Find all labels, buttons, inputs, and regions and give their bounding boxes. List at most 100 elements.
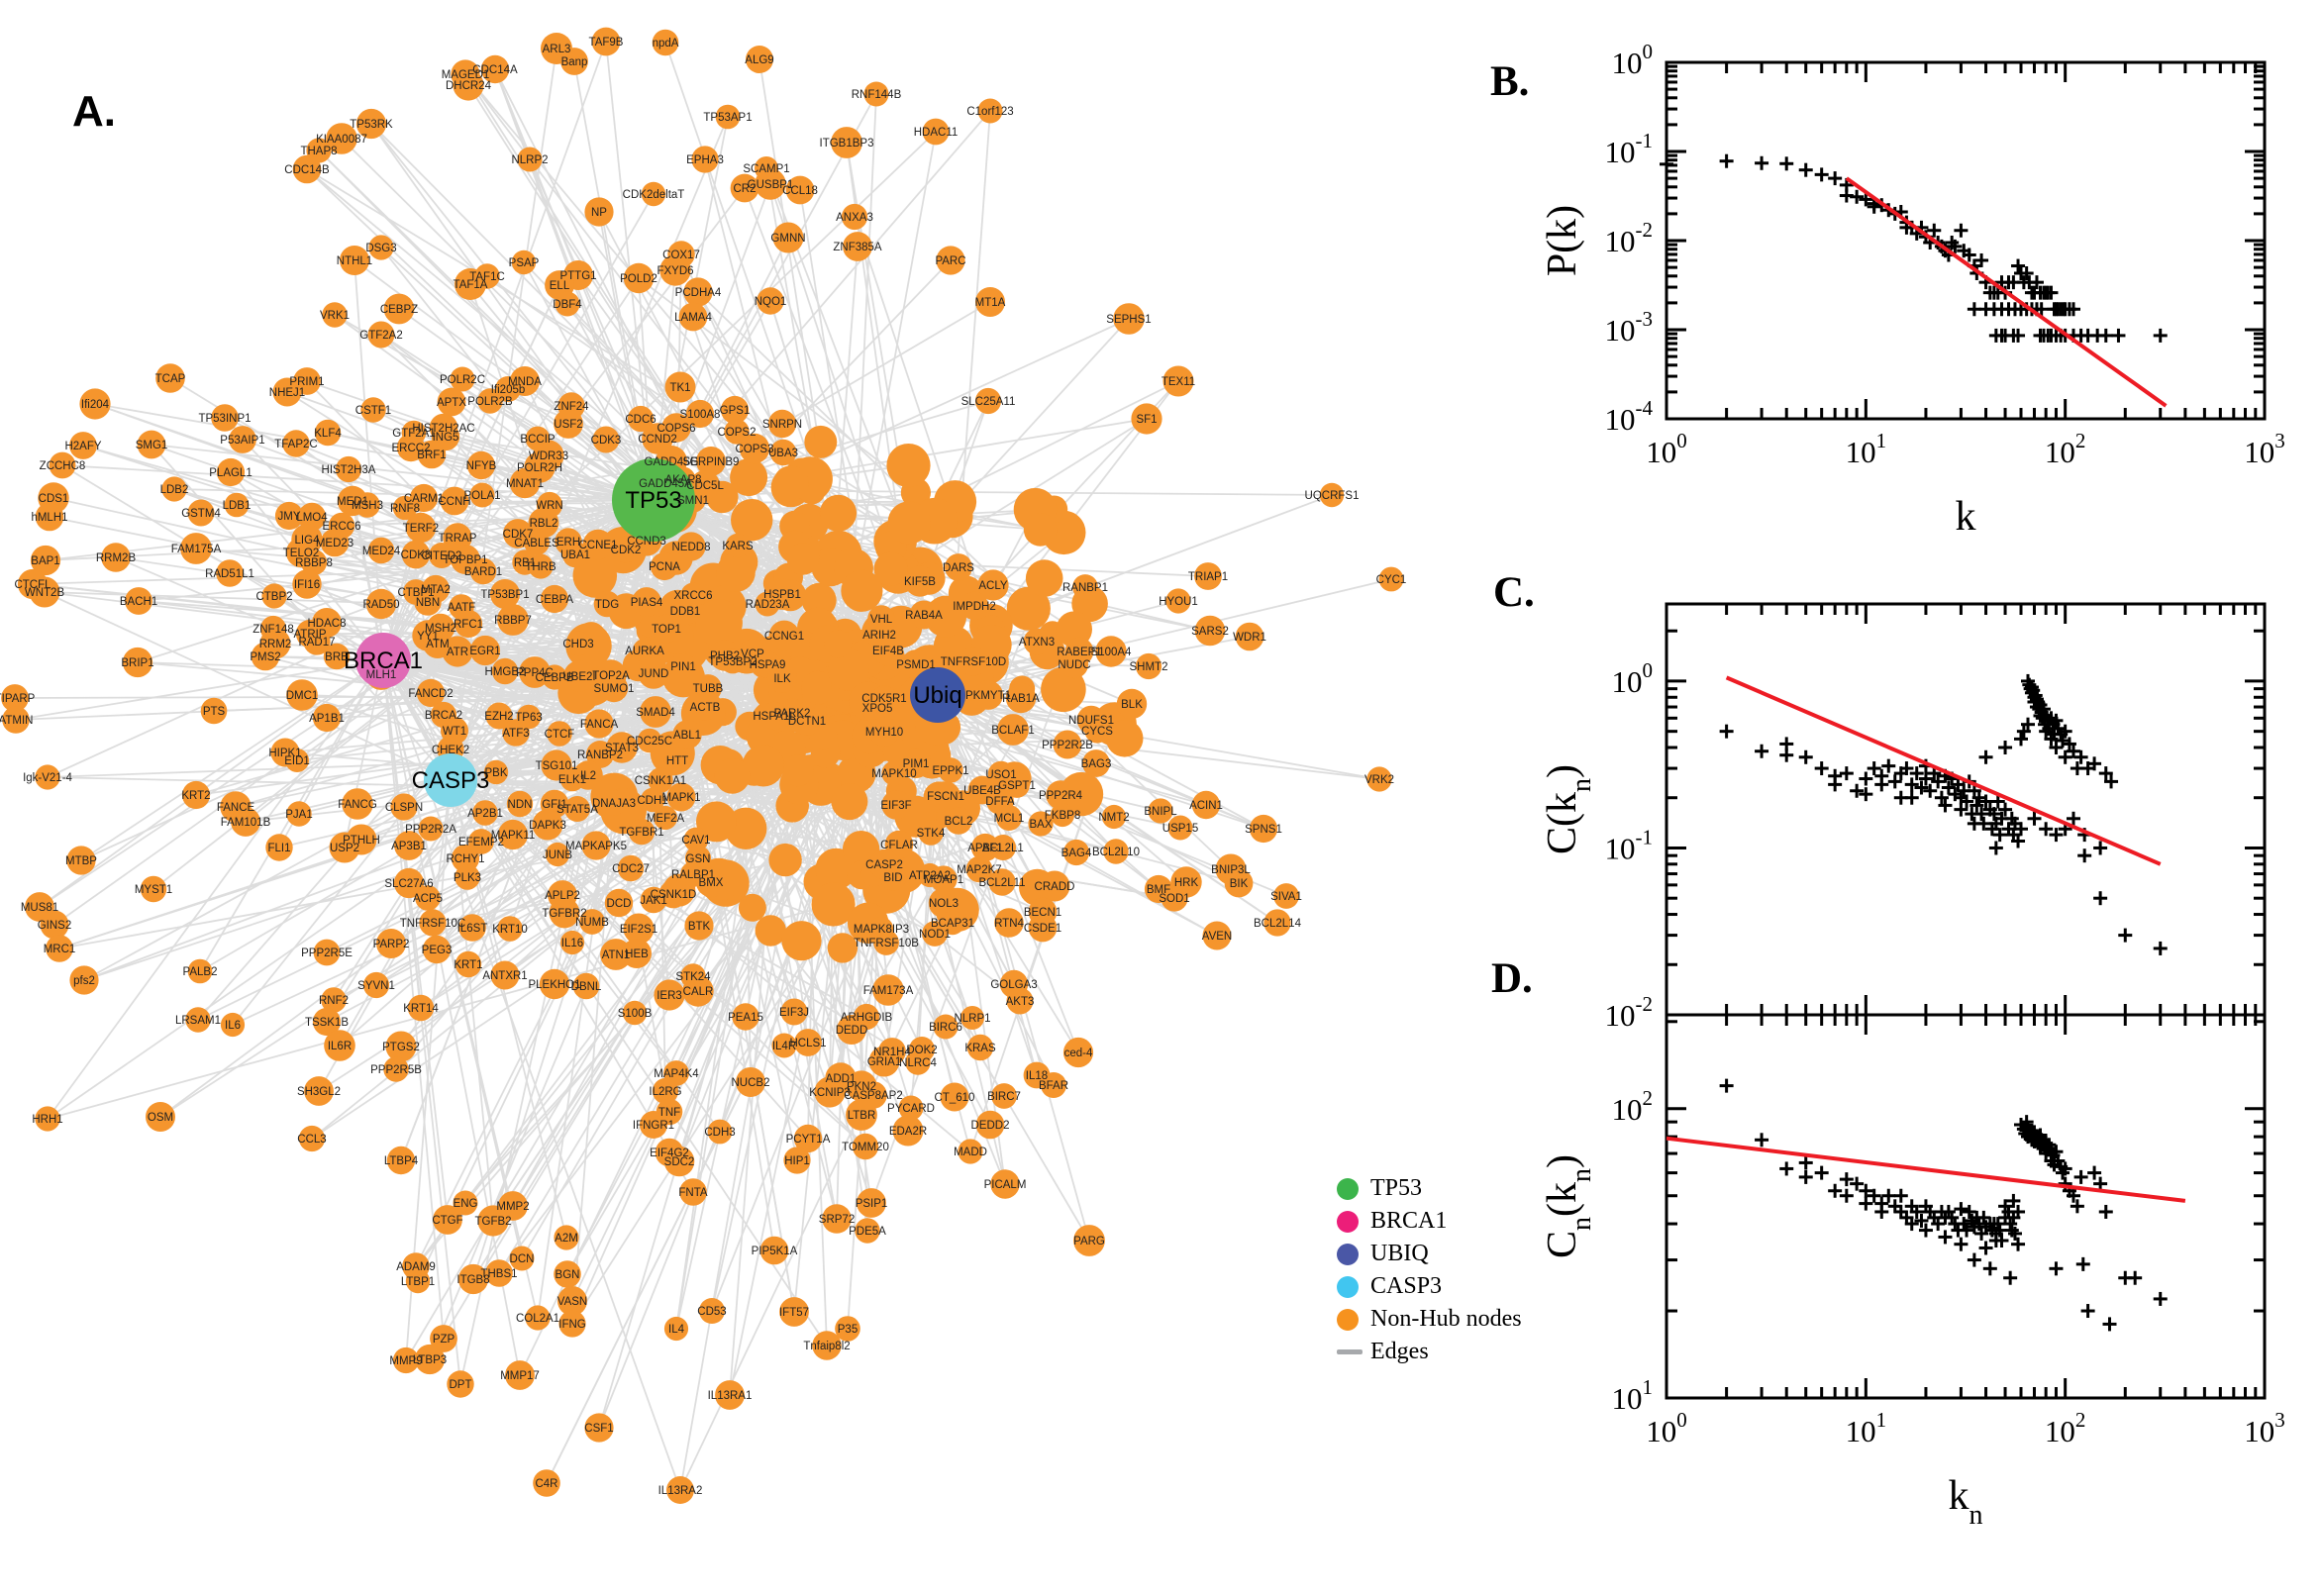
svg-text:CLSPN: CLSPN bbox=[385, 802, 423, 814]
svg-text:CEBPZ: CEBPZ bbox=[380, 304, 418, 316]
svg-text:ELL: ELL bbox=[550, 280, 570, 292]
svg-text:CCND2: CCND2 bbox=[638, 434, 677, 446]
svg-text:ZNF24: ZNF24 bbox=[554, 401, 589, 413]
svg-text:PPP2R4: PPP2R4 bbox=[1039, 790, 1083, 802]
svg-text:ALG9: ALG9 bbox=[745, 54, 773, 66]
svg-text:ACTB: ACTB bbox=[690, 702, 721, 714]
svg-text:BFAR: BFAR bbox=[1039, 1080, 1068, 1092]
svg-text:COL2A1: COL2A1 bbox=[516, 1313, 559, 1325]
svg-text:IL13RA2: IL13RA2 bbox=[658, 1485, 703, 1497]
svg-text:ZNF148: ZNF148 bbox=[252, 624, 294, 636]
svg-text:THRB: THRB bbox=[525, 561, 556, 573]
svg-text:BLK: BLK bbox=[1121, 699, 1143, 711]
svg-text:SMG1: SMG1 bbox=[136, 440, 168, 451]
svg-text:BCLAF1: BCLAF1 bbox=[991, 725, 1034, 737]
svg-text:DEDD: DEDD bbox=[836, 1025, 868, 1037]
svg-text:APTX: APTX bbox=[437, 397, 466, 409]
ubiq-swatch-icon bbox=[1337, 1243, 1359, 1265]
svg-text:ARL3: ARL3 bbox=[543, 44, 571, 55]
svg-text:Banp: Banp bbox=[561, 56, 588, 68]
y-axis-label: P(k) bbox=[1540, 205, 1585, 276]
svg-text:CDK2: CDK2 bbox=[611, 545, 642, 556]
svg-text:ACLY: ACLY bbox=[978, 580, 1008, 592]
svg-text:CDC27: CDC27 bbox=[612, 863, 650, 875]
svg-text:HDAC8: HDAC8 bbox=[308, 618, 347, 630]
tick-label: 101 bbox=[1846, 1408, 1887, 1448]
svg-text:KRAS: KRAS bbox=[964, 1043, 996, 1054]
svg-text:PPP4C: PPP4C bbox=[516, 667, 554, 679]
svg-text:C1orf123: C1orf123 bbox=[966, 106, 1013, 118]
svg-text:PPP2R2B: PPP2R2B bbox=[1042, 740, 1093, 751]
svg-text:PCDHA4: PCDHA4 bbox=[675, 287, 722, 299]
svg-text:BACH1: BACH1 bbox=[120, 596, 157, 608]
svg-text:TELO2: TELO2 bbox=[283, 548, 319, 559]
svg-text:GSPT1: GSPT1 bbox=[998, 780, 1036, 792]
tick-label: 103 bbox=[2244, 429, 2285, 469]
svg-text:CDC14B: CDC14B bbox=[284, 164, 330, 176]
svg-text:HSPB1: HSPB1 bbox=[763, 589, 801, 601]
svg-text:PKMYT1: PKMYT1 bbox=[965, 690, 1011, 702]
svg-text:PEG3: PEG3 bbox=[422, 945, 453, 956]
svg-text:POLD2: POLD2 bbox=[620, 273, 657, 285]
svg-text:MUS81: MUS81 bbox=[21, 902, 58, 914]
svg-text:KIAA0087: KIAA0087 bbox=[316, 134, 367, 146]
svg-text:USP15: USP15 bbox=[1162, 823, 1198, 835]
svg-text:MMP9: MMP9 bbox=[389, 1355, 422, 1367]
svg-text:SPNS1: SPNS1 bbox=[1245, 824, 1282, 836]
svg-text:JAK1: JAK1 bbox=[640, 895, 667, 907]
svg-text:CEBPA: CEBPA bbox=[536, 594, 573, 606]
legend-item-casp3: CASP3 bbox=[1337, 1270, 1522, 1303]
svg-text:BAP1: BAP1 bbox=[31, 555, 59, 567]
svg-text:BID: BID bbox=[883, 872, 902, 884]
svg-text:FAM175A: FAM175A bbox=[171, 544, 222, 555]
svg-text:NDN: NDN bbox=[508, 799, 533, 811]
svg-text:PPP2R5E: PPP2R5E bbox=[301, 948, 353, 959]
svg-text:TP53BP1: TP53BP1 bbox=[480, 589, 529, 601]
svg-text:BRCA2: BRCA2 bbox=[425, 710, 462, 722]
svg-text:TNFRSF10B: TNFRSF10B bbox=[854, 938, 919, 949]
svg-text:IL2: IL2 bbox=[580, 770, 596, 782]
svg-text:CTCF: CTCF bbox=[545, 729, 575, 741]
svg-text:MED23: MED23 bbox=[316, 538, 354, 549]
svg-text:EIF2S1: EIF2S1 bbox=[620, 924, 657, 936]
svg-text:AKAP8: AKAP8 bbox=[664, 474, 701, 486]
svg-text:MAGED1: MAGED1 bbox=[442, 69, 490, 81]
panel-d-label: D. bbox=[1491, 955, 1533, 1002]
fit-line bbox=[1845, 176, 2168, 408]
svg-text:IL18: IL18 bbox=[1026, 1070, 1048, 1082]
svg-text:MTA2: MTA2 bbox=[421, 584, 451, 596]
svg-text:TNFRSF10C: TNFRSF10C bbox=[400, 918, 465, 930]
svg-text:BARD1: BARD1 bbox=[464, 566, 502, 578]
svg-text:TK1: TK1 bbox=[669, 382, 690, 394]
svg-text:BAG3: BAG3 bbox=[1081, 758, 1112, 770]
svg-text:HRK: HRK bbox=[1174, 877, 1199, 889]
legend-label: Edges bbox=[1370, 1339, 1429, 1364]
chart-ticks bbox=[1665, 604, 2267, 1017]
svg-text:PSIP1: PSIP1 bbox=[856, 1198, 888, 1210]
svg-text:TOPBP1: TOPBP1 bbox=[443, 554, 487, 566]
svg-text:SCAMP1: SCAMP1 bbox=[743, 163, 789, 175]
svg-text:ANXA3: ANXA3 bbox=[836, 212, 873, 224]
tick-label: 10-2 bbox=[1605, 218, 1654, 258]
svg-text:BIK: BIK bbox=[1230, 878, 1249, 890]
svg-text:DCN: DCN bbox=[510, 1253, 535, 1265]
x-axis-label: kn​ bbox=[1949, 1473, 1983, 1531]
panel-b-label: B. bbox=[1490, 58, 1530, 105]
svg-text:RAD50: RAD50 bbox=[362, 599, 399, 611]
svg-text:CSF1: CSF1 bbox=[584, 1423, 613, 1435]
svg-text:PZP: PZP bbox=[433, 1334, 455, 1346]
tick-label: 103 bbox=[2244, 1408, 2285, 1448]
svg-text:ERCC2: ERCC2 bbox=[392, 443, 431, 454]
svg-text:MAP2K7: MAP2K7 bbox=[957, 864, 1001, 876]
svg-text:DSG3: DSG3 bbox=[365, 243, 396, 254]
svg-text:SERPINB9: SERPINB9 bbox=[683, 456, 740, 468]
legend-label: BRCA1 bbox=[1370, 1208, 1448, 1234]
svg-text:S100A8: S100A8 bbox=[680, 409, 721, 421]
svg-text:KRT10: KRT10 bbox=[492, 924, 528, 936]
svg-text:CCL18: CCL18 bbox=[782, 185, 818, 197]
svg-text:ATF3: ATF3 bbox=[502, 728, 529, 740]
tick-label: 100 bbox=[1612, 658, 1654, 699]
svg-text:RAB1A: RAB1A bbox=[1002, 693, 1040, 705]
svg-text:BIRC6: BIRC6 bbox=[929, 1022, 962, 1034]
svg-text:WNT2B: WNT2B bbox=[25, 587, 65, 599]
